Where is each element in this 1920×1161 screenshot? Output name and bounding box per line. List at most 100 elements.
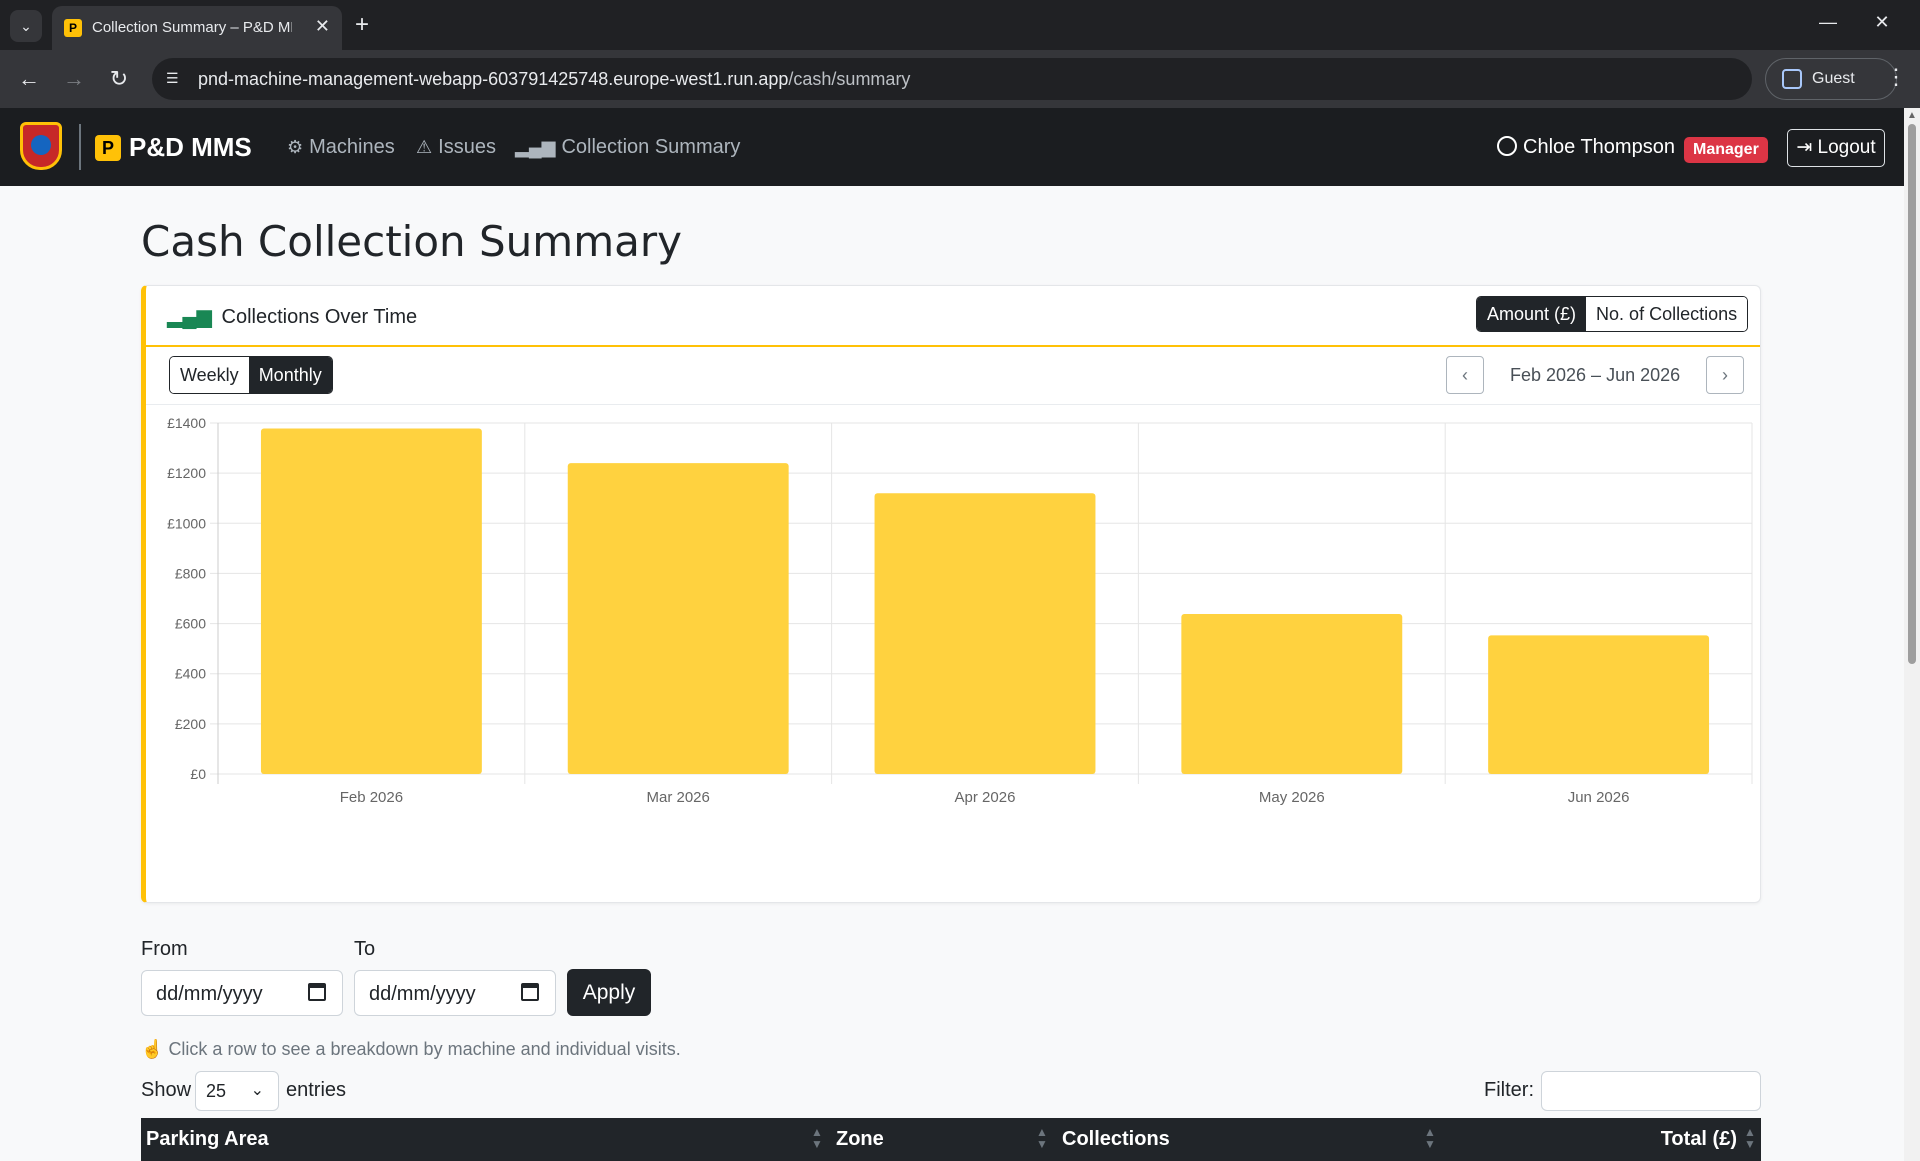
tab-favicon: P: [64, 19, 82, 37]
sort-icon[interactable]: ▲ ▼: [1424, 1125, 1436, 1151]
sort-icon[interactable]: ▲ ▼: [1036, 1125, 1048, 1151]
sort-icon[interactable]: ▲ ▼: [1744, 1125, 1756, 1151]
x-tick-label: Apr 2026: [955, 789, 1016, 806]
collections-chart-card: ▂▄▆ Collections Over Time Amount (£) No.…: [141, 285, 1761, 903]
calendar-icon[interactable]: [308, 983, 326, 1001]
url-text: pnd-machine-management-webapp-6037914257…: [198, 69, 911, 89]
nav-machines[interactable]: ⚙ Machines: [287, 136, 395, 159]
column-total[interactable]: Total (£): [1660, 1128, 1737, 1150]
brand-logo-icon[interactable]: P: [95, 135, 121, 161]
nav-collection-summary[interactable]: ▂▄▆ Collection Summary: [515, 136, 740, 159]
tab-search-icon[interactable]: ⌄: [10, 10, 42, 42]
tab-title: Collection Summary – P&D MM: [92, 19, 292, 36]
x-tick-label: May 2026: [1259, 789, 1325, 806]
profile-button[interactable]: Guest: [1765, 58, 1897, 100]
scroll-up-icon[interactable]: ▲: [1907, 110, 1917, 121]
chart-bar: [567, 463, 789, 774]
brand-name[interactable]: P&D MMS: [129, 132, 252, 162]
period-range-label: Feb 2026 – Jun 2026: [1510, 365, 1681, 385]
new-tab-icon[interactable]: +: [355, 11, 370, 38]
card-title: ▂▄▆ Collections Over Time: [167, 304, 417, 329]
address-bar[interactable]: ☰ pnd-machine-management-webapp-60379142…: [152, 58, 1752, 100]
logout-button[interactable]: ⇥ Logout: [1787, 129, 1885, 167]
bar-chart-icon: ▂▄▆: [167, 306, 212, 328]
chevron-down-icon: ⌄: [250, 1082, 264, 1099]
close-window-icon[interactable]: ✕: [1874, 12, 1890, 32]
chevron-left-icon: ‹: [1462, 365, 1468, 385]
from-date-input[interactable]: dd/mm/yyyy: [141, 970, 343, 1016]
y-tick-label: £600: [175, 616, 206, 632]
card-title-text: Collections Over Time: [221, 306, 418, 328]
chart-bar: [1181, 614, 1403, 774]
page-size-value: 25: [206, 1081, 227, 1101]
apply-button[interactable]: Apply: [567, 969, 651, 1016]
x-tick-label: Feb 2026: [340, 789, 403, 806]
column-zone[interactable]: Zone: [836, 1128, 884, 1150]
previous-period-button[interactable]: ‹: [1446, 356, 1484, 394]
card-header: ▂▄▆ Collections Over Time Amount (£) No.…: [146, 286, 1760, 347]
page-title: Cash Collection Summary: [141, 217, 682, 266]
show-label: Show: [141, 1079, 192, 1101]
back-icon[interactable]: ←: [18, 66, 40, 91]
to-date-input[interactable]: dd/mm/yyyy: [354, 970, 556, 1016]
nav-collection-summary-label: Collection Summary: [561, 136, 741, 158]
weekly-toggle-button[interactable]: Weekly: [170, 357, 249, 393]
y-tick-label: £0: [190, 766, 206, 782]
page-size-select[interactable]: 25 ⌄: [195, 1071, 279, 1111]
calendar-icon[interactable]: [521, 983, 539, 1001]
profile-icon: [1782, 69, 1802, 89]
filter-label: Filter:: [1484, 1079, 1534, 1101]
warning-icon: ⚠: [416, 137, 433, 157]
y-tick-label: £800: [175, 565, 206, 581]
profile-label: Guest: [1812, 70, 1855, 87]
table-filter-input[interactable]: [1541, 1071, 1761, 1111]
browser-tab-bar: ⌄ P Collection Summary – P&D MM ✕ + — ✕ …: [0, 0, 1920, 50]
user-icon: [1497, 136, 1517, 156]
nav-machines-label: Machines: [309, 136, 395, 158]
reload-icon[interactable]: ↻: [109, 66, 129, 91]
y-tick-label: £1200: [167, 465, 206, 481]
monthly-toggle-button[interactable]: Monthly: [248, 357, 332, 393]
column-parking-area[interactable]: Parking Area: [146, 1128, 269, 1150]
site-info-icon[interactable]: ☰: [166, 70, 179, 86]
logout-label: Logout: [1817, 137, 1876, 158]
page-scrollbar[interactable]: ▲: [1904, 108, 1920, 1161]
y-tick-label: £200: [175, 716, 206, 732]
user-name: Chloe Thompson: [1497, 136, 1675, 159]
x-tick-label: Jun 2026: [1568, 789, 1630, 806]
count-toggle-button[interactable]: No. of Collections: [1586, 297, 1748, 331]
browser-menu-icon[interactable]: ⋮: [1885, 64, 1907, 89]
browser-toolbar: ← → ↻ ☰ pnd-machine-management-webapp-60…: [0, 50, 1920, 108]
role-badge: Manager: [1684, 137, 1768, 163]
cpu-icon: ⚙: [287, 137, 304, 157]
column-collections[interactable]: Collections: [1062, 1128, 1170, 1150]
from-label: From: [141, 938, 188, 960]
chart-bar: [1488, 635, 1710, 774]
forward-icon[interactable]: →: [63, 66, 85, 91]
chart-bar: [260, 428, 482, 774]
metric-toggle: Amount (£) No. of Collections: [1476, 296, 1749, 332]
browser-tab[interactable]: P Collection Summary – P&D MM ✕: [52, 6, 342, 50]
period-toggle: Weekly Monthly: [169, 356, 333, 394]
council-crest-logo: [20, 122, 62, 170]
close-tab-icon[interactable]: ✕: [314, 16, 330, 36]
next-period-button[interactable]: ›: [1706, 356, 1744, 394]
chart-bar: [874, 493, 1096, 774]
nav-issues[interactable]: ⚠ Issues: [416, 136, 496, 159]
y-tick-label: £1000: [167, 515, 206, 531]
sort-icon[interactable]: ▲ ▼: [811, 1125, 823, 1151]
app-navbar: P P&D MMS ⚙ Machines ⚠ Issues ▂▄▆ Collectio…: [0, 108, 1904, 186]
amount-toggle-button[interactable]: Amount (£): [1477, 297, 1587, 331]
minimize-icon[interactable]: —: [1819, 12, 1837, 32]
collections-bar-chart: £0 £200 £400 £600 £800 £1000 £1200 £1400 Feb 202…: [167, 415, 1753, 806]
row-click-hint-text: Click a row to see a breakdown by machin…: [168, 1039, 681, 1059]
pointer-hand-icon: ☝: [141, 1039, 164, 1059]
chevron-right-icon: ›: [1722, 365, 1728, 385]
x-tick-label: Mar 2026: [647, 789, 710, 806]
navbar-divider: [79, 124, 81, 170]
to-label: To: [354, 938, 376, 960]
nav-issues-label: Issues: [438, 136, 496, 158]
row-click-hint: ☝ Click a row to see a breakdown by mach…: [141, 1039, 681, 1060]
scroll-thumb[interactable]: [1908, 124, 1916, 664]
user-name-label: Chloe Thompson: [1523, 136, 1675, 158]
